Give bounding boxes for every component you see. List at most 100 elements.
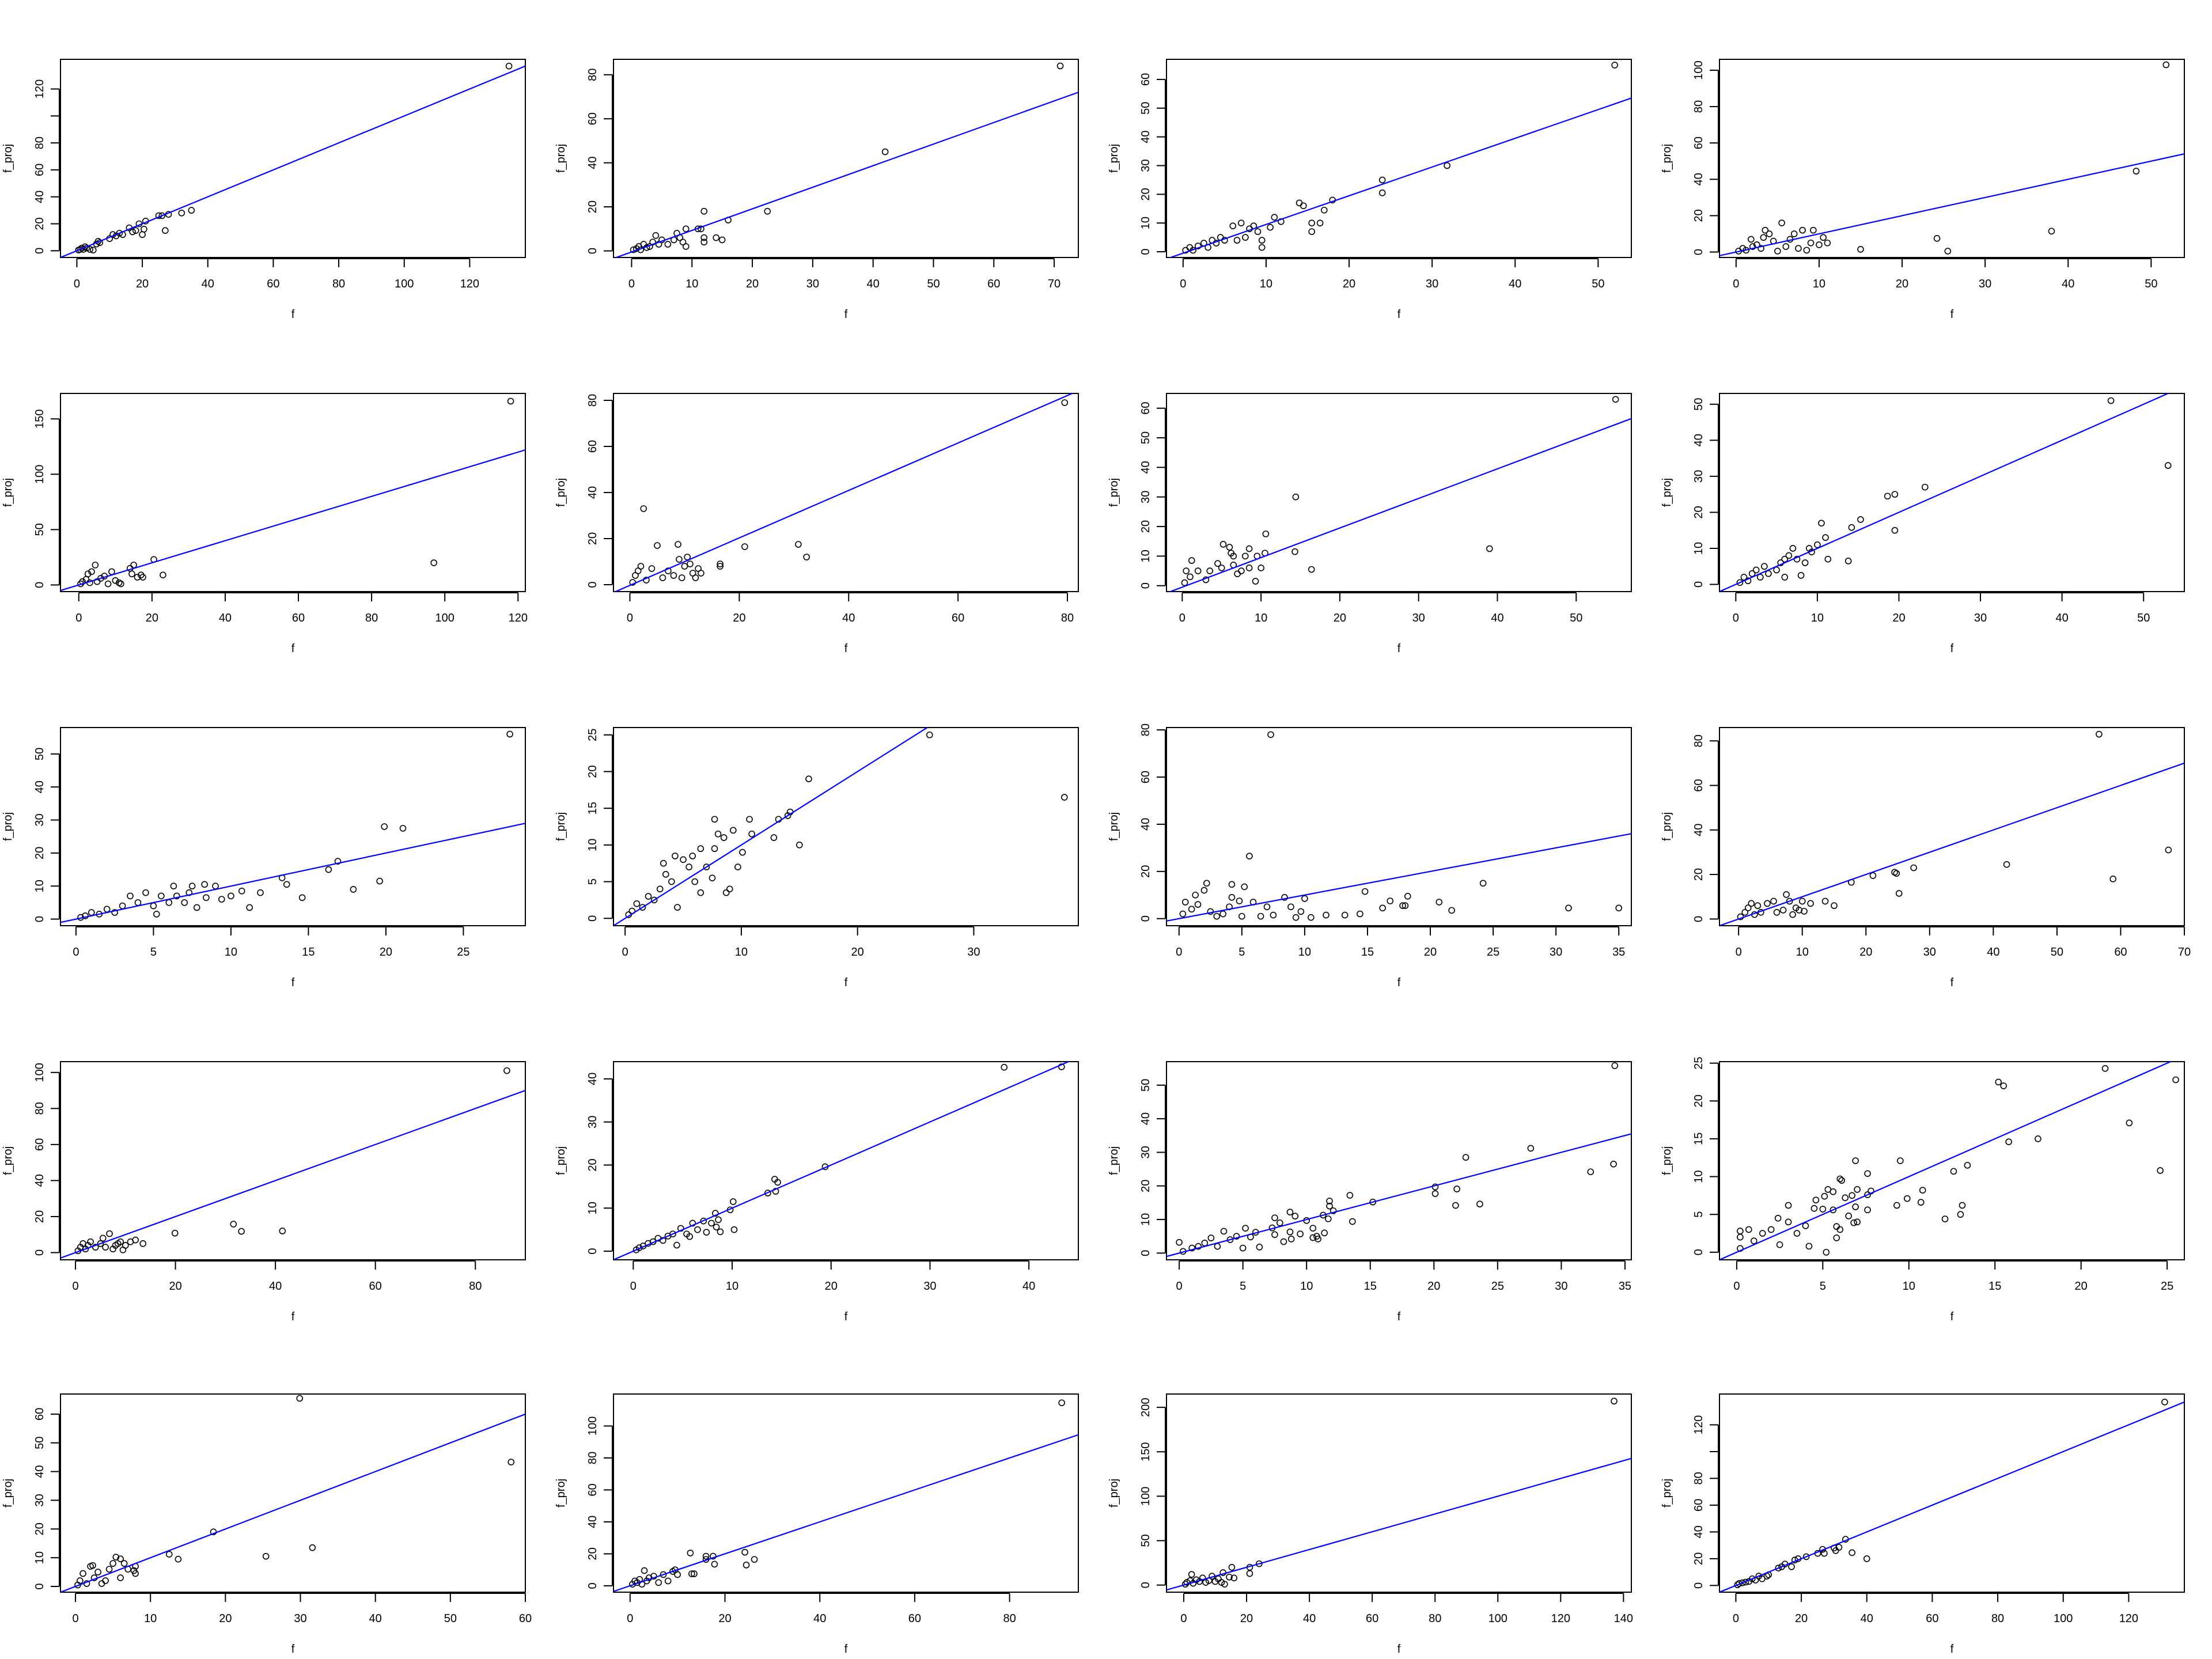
data-point	[1864, 1170, 1871, 1177]
y-tick-label: 20	[586, 1547, 599, 1560]
plot-frame	[60, 1393, 526, 1593]
data-point	[1061, 399, 1069, 406]
x-tick-label: 15	[302, 946, 315, 959]
y-tick-label: 0	[1139, 582, 1152, 589]
y-axis-label: f_proj	[1108, 812, 1120, 841]
x-tick-label: 20	[1427, 1280, 1440, 1293]
data-point	[1810, 226, 1817, 234]
fit-line	[1168, 418, 1631, 592]
data-point	[178, 209, 185, 217]
data-point	[709, 874, 716, 881]
data-point	[1058, 1063, 1065, 1070]
data-point	[94, 1569, 101, 1575]
data-point	[1824, 239, 1831, 247]
plot-data	[1166, 1062, 1631, 1257]
x-axis-label: f	[1950, 1310, 1954, 1323]
data-point	[717, 563, 724, 570]
y-tick-label: 20	[33, 1210, 46, 1223]
scatter-panel-8: 0 10 20 30 40 50 0 10 20 30 40 50 f f_proj	[1661, 393, 2185, 655]
data-point	[1749, 243, 1756, 250]
data-point	[1745, 1226, 1752, 1233]
data-point	[77, 246, 84, 253]
data-point	[102, 1577, 109, 1584]
x-tick-label: 100	[395, 278, 414, 290]
x-tick-label: 100	[2054, 1612, 2073, 1625]
data-point	[1257, 565, 1264, 571]
data-point	[1795, 245, 1802, 252]
x-tick-label: 80	[1003, 1612, 1016, 1625]
data-point	[1822, 534, 1829, 541]
y-tick-label: 80	[1692, 1472, 1705, 1484]
y-tick-label: 100	[33, 1063, 46, 1082]
data-point	[1287, 1236, 1295, 1243]
scatter-panel-6: 0 20 40 60 80 0 20 40 60 80 f f_proj	[555, 393, 1079, 655]
data-point	[1807, 900, 1814, 907]
y-tick-label: 80	[586, 69, 599, 81]
data-point	[717, 560, 724, 567]
data-point	[1239, 1244, 1247, 1252]
x-tick-label: 15	[1361, 946, 1374, 959]
data-point	[679, 238, 687, 246]
fit-line	[1168, 97, 1631, 257]
y-tick-label: 50	[1139, 1534, 1152, 1547]
data-point	[1324, 1215, 1332, 1222]
data-point	[1271, 1214, 1278, 1221]
data-point	[700, 1217, 707, 1225]
y-tick-label: 40	[586, 157, 599, 169]
x-tick-label: 50	[2145, 278, 2157, 290]
x-tick-label: 25	[1491, 1280, 1504, 1293]
scatter-panel-11: 0 5 10 15 20 25 30 35 0 20 40 60 80 f f_proj	[1108, 724, 1632, 989]
data-point	[141, 226, 147, 233]
data-point	[1891, 527, 1899, 534]
data-point	[142, 889, 149, 896]
x-tick-label: 30	[1923, 946, 1936, 959]
plot-frame	[60, 393, 526, 592]
data-point	[1300, 202, 1307, 210]
data-point	[505, 62, 513, 70]
y-tick-label: 40	[586, 1516, 599, 1528]
data-point	[1229, 222, 1237, 229]
x-tick-label: 120	[509, 612, 528, 624]
data-point	[1611, 1062, 1619, 1069]
x-tick-label: 20	[825, 1280, 838, 1293]
y-tick-label: 40	[1692, 1525, 1705, 1538]
y-tick-label: 20	[1139, 865, 1152, 878]
data-point	[680, 856, 687, 863]
y-tick-label: 5	[586, 878, 599, 885]
plot-data	[1719, 393, 2172, 592]
data-point	[1444, 162, 1450, 169]
data-point	[1226, 1573, 1233, 1581]
x-tick-label: 50	[2051, 946, 2063, 959]
x-tick-label: 0	[1733, 612, 1739, 624]
data-point	[1793, 1230, 1801, 1237]
data-point	[116, 230, 123, 237]
data-point	[106, 1230, 113, 1237]
data-point	[1748, 570, 1756, 577]
y-axis-label: f_proj	[1661, 144, 1673, 173]
x-axis-label: f	[1950, 642, 1954, 655]
y-tick-label: 20	[33, 217, 46, 230]
x-tick-label: 20	[380, 946, 392, 959]
data-point	[1242, 234, 1249, 241]
data-point	[1816, 241, 1823, 248]
data-point	[1819, 1206, 1827, 1213]
plot-data	[613, 728, 1068, 926]
x-tick-label: 20	[1424, 946, 1437, 959]
data-point	[726, 885, 733, 893]
y-tick-label: 120	[33, 79, 46, 99]
data-point	[1221, 1581, 1228, 1588]
y-tick-label: 60	[1692, 779, 1705, 791]
data-point	[1910, 864, 1917, 872]
data-point	[1821, 1192, 1828, 1200]
data-point	[1802, 1553, 1810, 1560]
data-point	[1213, 912, 1221, 920]
data-point	[1256, 1560, 1263, 1567]
data-point	[1754, 902, 1762, 910]
data-point	[1245, 565, 1253, 571]
data-point	[1287, 903, 1294, 911]
y-tick-label: 0	[1139, 1250, 1152, 1256]
data-point	[660, 1571, 667, 1578]
data-point	[1836, 1175, 1844, 1183]
data-point	[656, 885, 664, 893]
y-tick-label: 0	[33, 248, 46, 254]
